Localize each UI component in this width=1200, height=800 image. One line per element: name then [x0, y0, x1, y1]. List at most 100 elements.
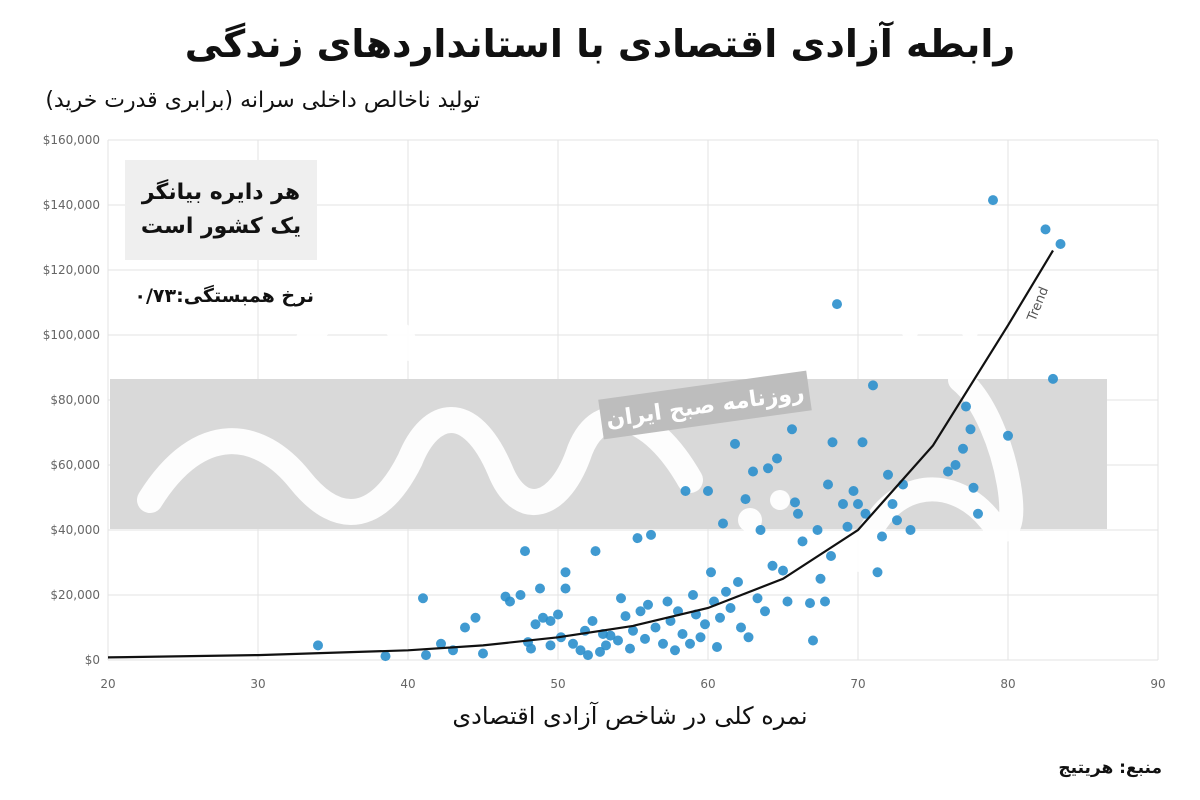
y-tick-label: $100,000 [43, 328, 100, 342]
data-point [973, 508, 983, 519]
y-tick-labels: $0 $20,000 $40,000 $60,000 $80,000 $100,000 $1… [43, 133, 100, 667]
data-point [538, 612, 548, 623]
data-point [505, 596, 515, 607]
data-point [560, 583, 571, 594]
data-point [721, 586, 731, 597]
data-point [887, 499, 898, 509]
x-axis-title: نمره کلی در شاخص آزادی اقتصادی [452, 702, 808, 730]
data-point [632, 533, 643, 544]
data-point [793, 508, 803, 519]
data-point [436, 638, 446, 649]
data-point [805, 598, 815, 609]
data-point [725, 603, 736, 613]
data-point [560, 567, 571, 578]
data-point [827, 437, 838, 448]
data-point [755, 525, 766, 535]
data-point [553, 609, 563, 620]
data-point [545, 616, 556, 626]
data-point [706, 567, 716, 578]
y-tick-label: $140,000 [43, 198, 100, 212]
data-point [545, 640, 556, 651]
data-point [685, 638, 695, 649]
data-point [848, 486, 859, 496]
x-tick-label: 30 [250, 677, 265, 691]
x-tick-label: 60 [700, 677, 715, 691]
data-point [943, 466, 953, 477]
data-point [568, 638, 578, 649]
data-point [680, 486, 691, 496]
y-tick-label: $120,000 [43, 263, 100, 277]
data-point [832, 299, 842, 310]
data-point [988, 195, 998, 206]
data-point [748, 466, 758, 477]
data-point [767, 560, 778, 571]
data-point [605, 630, 616, 641]
data-point [842, 521, 853, 532]
data-point [797, 536, 808, 547]
y-tick-label: $80,000 [50, 393, 100, 407]
data-point [877, 531, 887, 542]
data-point [695, 632, 706, 643]
y-tick-label: $0 [85, 653, 100, 667]
data-point [1003, 430, 1013, 441]
data-points [313, 195, 1066, 662]
data-point [530, 619, 541, 630]
data-point [575, 645, 586, 656]
data-point [601, 640, 611, 651]
data-point [380, 651, 391, 662]
data-point [892, 515, 902, 526]
data-point [968, 482, 979, 493]
data-point [595, 646, 605, 657]
data-point [743, 632, 754, 643]
data-point [778, 565, 788, 576]
data-point [1055, 239, 1066, 249]
x-tick-label: 50 [550, 677, 565, 691]
y-axis-title: تولید ناخالص داخلی سرانه (برابری قدرت خر… [45, 88, 480, 113]
data-point [715, 612, 725, 623]
data-point [313, 640, 323, 651]
data-point [950, 460, 961, 470]
data-point [526, 643, 536, 654]
data-point [787, 424, 797, 435]
data-point [740, 494, 751, 505]
data-point [905, 525, 916, 535]
chart-title: رابطه آزادی اقتصادی با استانداردهای زندگ… [184, 22, 1016, 66]
info-box-line-1: هر دایره بیانگر [141, 180, 301, 205]
data-point [760, 606, 770, 617]
data-point [823, 479, 833, 490]
data-point [650, 622, 661, 633]
data-point [470, 612, 481, 623]
y-tick-label: $160,000 [43, 133, 100, 147]
data-point [712, 642, 722, 652]
data-point [628, 625, 638, 636]
data-point [1040, 224, 1051, 235]
y-tick-label: $20,000 [50, 588, 100, 602]
data-point [635, 606, 646, 617]
correlation-label: نرخ همبستگی:۰/۷۳ [134, 285, 314, 307]
data-point [535, 583, 545, 594]
info-box-line-2: یک کشور است [140, 214, 302, 239]
data-point [718, 518, 728, 529]
y-tick-label: $40,000 [50, 523, 100, 537]
data-point [808, 635, 818, 646]
data-point [421, 650, 431, 661]
x-tick-label: 90 [1150, 677, 1165, 691]
data-point [736, 622, 746, 633]
data-point [703, 486, 713, 496]
data-point [838, 499, 848, 509]
x-tick-label: 20 [100, 677, 115, 691]
data-point [418, 593, 428, 604]
data-point [782, 596, 793, 607]
trend-line [107, 249, 1054, 659]
data-point [815, 573, 826, 584]
data-point [688, 590, 698, 600]
data-point [478, 648, 488, 659]
data-point [868, 380, 878, 391]
info-box: هر دایره بیانگر یک کشور است [125, 160, 317, 260]
y-tick-label: $60,000 [50, 458, 100, 472]
source-label: منبع: هریتیج [1058, 758, 1162, 778]
data-point [520, 546, 530, 557]
data-point [860, 508, 871, 519]
data-point [700, 619, 710, 630]
data-point [613, 635, 623, 646]
